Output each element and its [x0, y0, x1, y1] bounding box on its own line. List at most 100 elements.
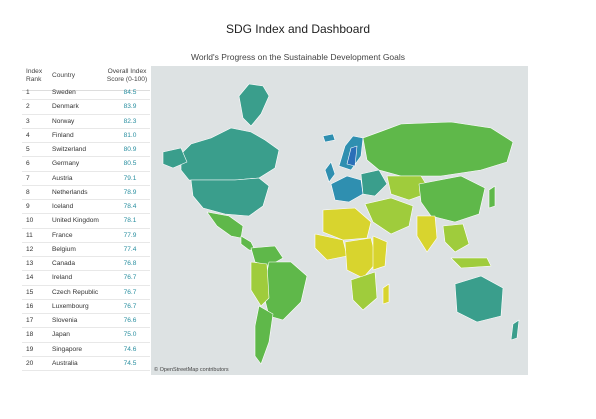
rank-cell: 10: [26, 217, 34, 225]
country-cell: Germany: [52, 160, 80, 168]
ranking-row[interactable]: 1 Sweden 84.5: [22, 86, 150, 101]
ranking-row[interactable]: 18 Japan 75.0: [22, 328, 150, 343]
score-cell: 75.0: [123, 331, 137, 339]
rank-cell: 13: [26, 260, 34, 268]
country-region-eastern-europe[interactable]: [360, 169, 388, 197]
score-cell: 76.7: [123, 274, 137, 282]
country-cell: Denmark: [52, 103, 79, 111]
country-cell: Switzerland: [52, 146, 87, 154]
ranking-row[interactable]: 4 Finland 81.0: [22, 129, 150, 143]
country-cell: Sweden: [52, 89, 76, 97]
score-cell: 80.9: [123, 146, 137, 154]
country-cell: Czech Republic: [52, 288, 99, 296]
rank-cell: 2: [26, 103, 30, 111]
country-region-india[interactable]: [416, 215, 438, 253]
rank-cell: 11: [26, 231, 33, 239]
country-region-new-zealand[interactable]: [510, 319, 520, 341]
rank-cell: 9: [26, 203, 30, 211]
ranking-row[interactable]: 15 Czech Republic 76.7: [22, 286, 150, 300]
country-region-russia[interactable]: [362, 121, 514, 177]
ranking-row[interactable]: 2 Denmark 83.9: [22, 100, 150, 115]
country-region-australia[interactable]: [454, 275, 504, 323]
country-cell: Belgium: [52, 245, 76, 253]
score-cell: 76.8: [123, 260, 137, 268]
score-cell: 74.6: [123, 345, 137, 353]
country-cell: Luxembourg: [52, 302, 89, 310]
score-cell: 78.4: [123, 203, 137, 211]
country-cell: United Kingdom: [52, 217, 99, 225]
country-region-north-africa[interactable]: [322, 207, 372, 241]
country-cell: Australia: [52, 359, 78, 367]
ranking-row[interactable]: 8 Netherlands 78.9: [22, 186, 150, 200]
ranking-row[interactable]: 3 Norway 82.3: [22, 115, 150, 129]
score-column-header: Overall Index Score (0-100): [104, 68, 150, 83]
country-column-header: Country: [52, 72, 76, 79]
country-region-iceland[interactable]: [322, 133, 336, 143]
score-cell: 81.0: [123, 131, 137, 139]
country-region-middle-east[interactable]: [364, 197, 414, 235]
world-map-svg[interactable]: [151, 66, 528, 375]
ranking-row[interactable]: 17 Slovenia 76.6: [22, 314, 150, 329]
ranking-row[interactable]: 11 France 77.9: [22, 229, 150, 243]
country-region-west-africa[interactable]: [314, 233, 348, 261]
rank-cell: 12: [26, 245, 34, 253]
rank-header-line1: Index: [26, 68, 43, 75]
score-header-line1: Overall Index: [107, 68, 147, 75]
country-cell: Finland: [52, 131, 74, 139]
ranking-row[interactable]: 7 Austria 79.1: [22, 172, 150, 186]
country-region-madagascar[interactable]: [382, 283, 390, 305]
country-region-east-africa[interactable]: [372, 235, 388, 271]
score-cell: 77.9: [123, 231, 137, 239]
country-region-japan[interactable]: [488, 185, 496, 209]
ranking-row[interactable]: 5 Switzerland 80.9: [22, 143, 150, 158]
country-cell: Netherlands: [52, 188, 88, 196]
country-region-peru-bolivia[interactable]: [250, 261, 270, 307]
country-region-sweden[interactable]: [346, 145, 358, 167]
ranking-row[interactable]: 16 Luxembourg 76.7: [22, 300, 150, 314]
country-cell: Austria: [52, 174, 73, 182]
ranking-row[interactable]: 9 Iceland 78.4: [22, 200, 150, 215]
dashboard-title: SDG Index and Dashboard: [225, 22, 371, 36]
rank-column-header: Index Rank: [22, 68, 52, 83]
country-cell: Ireland: [52, 274, 73, 282]
score-cell: 78.1: [123, 217, 137, 225]
country-region-central-africa[interactable]: [344, 237, 378, 279]
dashboard-subtitle: World's Progress on the Sustainable Deve…: [190, 52, 406, 62]
rank-cell: 15: [26, 288, 34, 296]
country-region-southeast-asia[interactable]: [442, 223, 470, 253]
ranking-row[interactable]: 20 Australia 74.5: [22, 357, 150, 371]
score-header-line2: Score (0-100): [106, 75, 148, 83]
country-region-greenland[interactable]: [238, 83, 270, 127]
country-region-usa[interactable]: [190, 177, 270, 217]
ranking-header: Index Rank Country Overall Index Score (…: [22, 66, 150, 91]
country-region-alaska[interactable]: [162, 147, 188, 169]
rank-cell: 20: [26, 359, 34, 367]
score-cell: 79.1: [123, 174, 137, 182]
rank-cell: 3: [26, 117, 30, 125]
rank-cell: 16: [26, 302, 34, 310]
country-cell: Canada: [52, 260, 76, 268]
rank-cell: 19: [26, 345, 34, 353]
ranking-row[interactable]: 19 Singapore 74.6: [22, 343, 150, 357]
ranking-row[interactable]: 6 Germany 80.5: [22, 157, 150, 172]
ranking-row[interactable]: 10 United Kingdom 78.1: [22, 214, 150, 229]
ranking-row[interactable]: 14 Ireland 76.7: [22, 271, 150, 286]
rank-cell: 6: [26, 160, 30, 168]
country-region-indonesia[interactable]: [450, 257, 492, 269]
country-cell: Iceland: [52, 203, 74, 211]
score-cell: 76.6: [123, 317, 137, 325]
map-attribution[interactable]: © OpenStreetMap contributors: [154, 367, 229, 373]
score-cell: 82.3: [123, 117, 137, 125]
ranking-row[interactable]: 13 Canada 76.8: [22, 257, 150, 272]
world-map[interactable]: © OpenStreetMap contributors: [151, 66, 528, 375]
country-region-southern-africa[interactable]: [350, 271, 378, 311]
ranking-rows: 1 Sweden 84.5 2 Denmark 83.9 3 Norway 82.3 4 Finla…: [22, 86, 150, 371]
rank-cell: 1: [26, 89, 30, 97]
country-region-argentina-chile[interactable]: [254, 305, 274, 365]
country-region-uk-ireland[interactable]: [324, 161, 336, 183]
country-cell: Japan: [52, 331, 70, 339]
score-cell: 84.5: [123, 89, 137, 97]
country-region-china[interactable]: [418, 175, 486, 223]
ranking-row[interactable]: 12 Belgium 77.4: [22, 243, 150, 257]
score-cell: 78.9: [123, 188, 137, 196]
